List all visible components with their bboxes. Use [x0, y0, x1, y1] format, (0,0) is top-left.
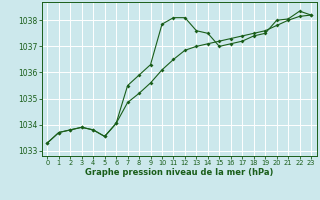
X-axis label: Graphe pression niveau de la mer (hPa): Graphe pression niveau de la mer (hPa): [85, 168, 273, 177]
